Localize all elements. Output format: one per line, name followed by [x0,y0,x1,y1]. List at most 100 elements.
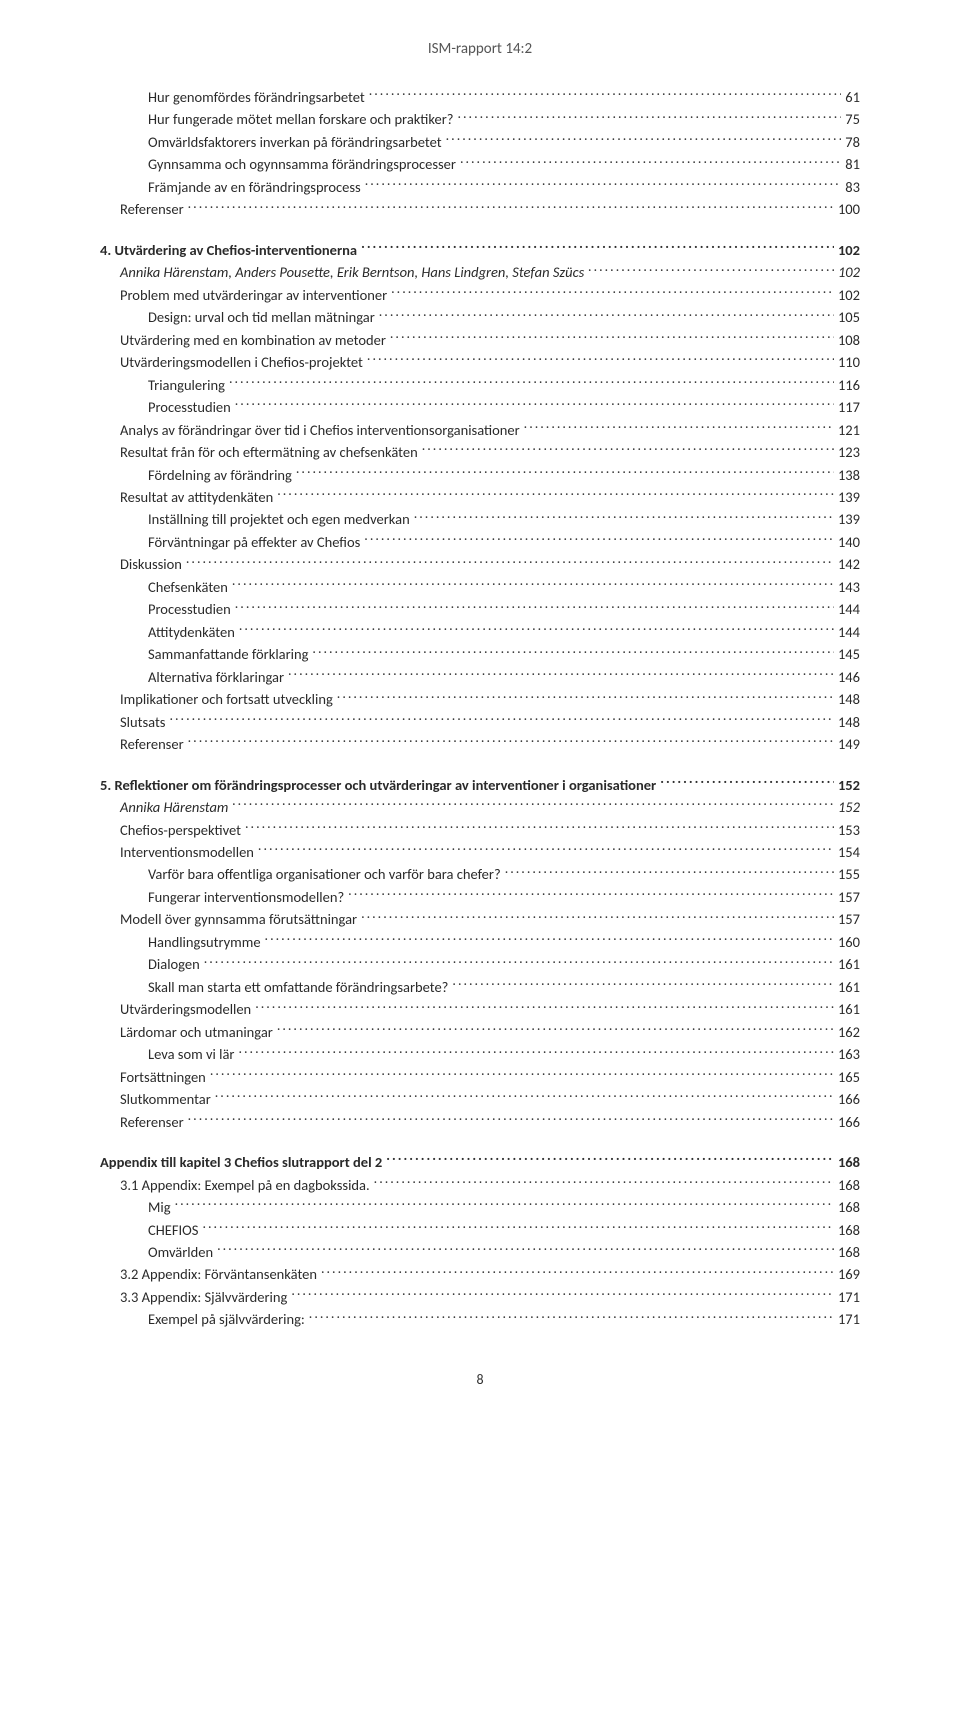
toc-leader-dots [422,443,834,458]
toc-entry-text: Implikationer och fortsatt utveckling [120,688,333,710]
toc-entry-text: Utvärdering med en kombination av metode… [120,329,386,351]
toc-entry-page: 152 [838,774,860,796]
toc-entry-page: 153 [838,819,860,841]
toc-entry: Annika Härenstam152 [100,796,860,818]
toc-entry-text: Utvärderingsmodellen [120,998,251,1020]
toc-entry-page: 142 [838,553,860,575]
toc-leader-dots [277,487,834,502]
toc-leader-dots [188,200,834,215]
toc-entry: Referenser166 [100,1111,860,1133]
toc-entry-text: Omvärlden [148,1241,213,1263]
toc-entry-text: Referenser [120,198,184,220]
toc-entry: Processtudien144 [100,598,860,620]
toc-leader-dots [367,353,834,368]
toc-entry-text: 3.1 Appendix: Exempel på en dagbokssida. [120,1174,370,1196]
toc-entry-page: 163 [838,1043,860,1065]
toc-leader-dots [238,1045,833,1060]
toc-leader-dots [361,240,834,255]
toc-entry-page: 139 [838,486,860,508]
toc-entry-page: 145 [838,643,860,665]
toc-leader-dots [204,955,834,970]
toc-entry-page: 146 [838,666,860,688]
toc-entry: Chefsenkäten143 [100,576,860,598]
toc-entry: Fortsättningen165 [100,1066,860,1088]
toc-leader-dots [524,420,834,435]
toc-entry-page: 140 [838,531,860,553]
toc-entry-page: 83 [845,176,860,198]
toc-entry-page: 108 [838,329,860,351]
toc-entry-text: Handlingsutrymme [148,931,261,953]
toc-entry-text: 4. Utvärdering av Chefios-interventioner… [100,239,357,261]
toc-entry-page: 139 [838,508,860,530]
toc-entry-page: 144 [838,621,860,643]
toc-entry: Implikationer och fortsatt utveckling148 [100,688,860,710]
toc-leader-dots [379,308,834,323]
toc-entry-page: 157 [838,908,860,930]
toc-entry-text: Lärdomar och utmaningar [120,1021,273,1043]
toc-entry-page: 168 [838,1241,860,1263]
toc-entry: Problem med utvärderingar av interventio… [100,284,860,306]
toc-leader-dots [457,110,841,125]
toc-leader-dots [215,1090,834,1105]
toc-entry-text: Fungerar interventionsmodellen? [148,886,344,908]
toc-entry: Alternativa förklaringar146 [100,666,860,688]
toc-leader-dots [169,712,833,727]
toc-entry: Annika Härenstam, Anders Pousette, Erik … [100,261,860,283]
toc-entry: Fördelning av förändring138 [100,464,860,486]
report-header: ISM-rapport 14:2 [100,40,860,58]
toc-entry-text: Omvärldsfaktorers inverkan på förändring… [148,131,442,153]
toc-entry-page: 81 [845,153,860,175]
toc-entry: 3.3 Appendix: Självvärdering171 [100,1286,860,1308]
toc-entry-page: 168 [838,1174,860,1196]
toc-leader-dots [460,155,841,170]
toc-entry: Slutkommentar166 [100,1088,860,1110]
toc-entry: Interventionsmodellen154 [100,841,860,863]
toc-entry-text: Exempel på självvärdering: [148,1308,305,1330]
toc-entry-page: 75 [845,108,860,130]
toc-entry-text: Triangulering [148,374,225,396]
toc-entry-page: 121 [838,419,860,441]
toc-entry-page: 123 [838,441,860,463]
toc-leader-dots [175,1198,834,1213]
toc-entry-page: 157 [838,886,860,908]
toc-leader-dots [364,532,834,547]
toc-entry-page: 148 [838,711,860,733]
toc-entry-text: Referenser [120,733,184,755]
toc-leader-dots [414,510,834,525]
toc-entry-page: 171 [838,1308,860,1330]
toc-entry-page: 149 [838,733,860,755]
toc-leader-dots [321,1265,834,1280]
toc-entry-text: Utvärderingsmodellen i Chefios-projektet [120,351,363,373]
toc-entry-text: Modell över gynnsamma förutsättningar [120,908,357,930]
toc-entry-page: 102 [838,239,860,261]
table-of-contents: Hur genomfördes förändringsarbetet61Hur … [100,86,860,1331]
toc-entry: Hur genomfördes förändringsarbetet61 [100,86,860,108]
toc-entry: Slutsats 148 [100,711,860,733]
toc-entry: Resultat från för och eftermätning av ch… [100,441,860,463]
toc-entry-page: 166 [838,1111,860,1133]
toc-entry: Förväntningar på effekter av Chefios 140 [100,531,860,553]
toc-entry-text: Design: urval och tid mellan mätningar [148,306,375,328]
toc-entry: Exempel på självvärdering: 171 [100,1308,860,1330]
toc-entry-text: 3.3 Appendix: Självvärdering [120,1286,287,1308]
toc-entry: Processtudien117 [100,396,860,418]
toc-entry-text: Annika Härenstam, Anders Pousette, Erik … [120,261,584,283]
toc-entry-text: Förväntningar på effekter av Chefios [148,531,360,553]
toc-entry: Mig168 [100,1196,860,1218]
toc-entry-text: Processtudien [148,598,231,620]
toc-entry-text: Slutsats [120,711,165,733]
toc-leader-dots [277,1022,834,1037]
toc-leader-dots [391,285,834,300]
toc-leader-dots [369,88,842,103]
toc-entry: Utvärderingsmodellen 161 [100,998,860,1020]
toc-leader-dots [188,735,834,750]
toc-entry-page: 102 [838,284,860,306]
toc-entry-text: Gynnsamma och ogynnsamma förändringsproc… [148,153,456,175]
toc-leader-dots [232,577,834,592]
toc-leader-dots [365,177,842,192]
toc-entry-page: 168 [838,1219,860,1241]
toc-entry-page: 161 [838,998,860,1020]
toc-leader-dots [245,820,834,835]
toc-entry-text: Interventionsmodellen [120,841,254,863]
toc-entry-text: Problem med utvärderingar av interventio… [120,284,387,306]
